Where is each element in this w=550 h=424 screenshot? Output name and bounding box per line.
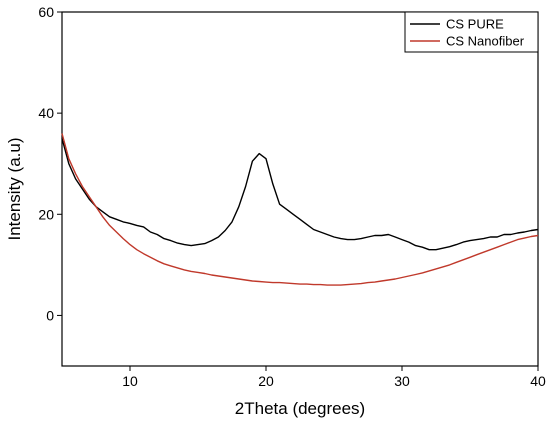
plot-frame [61, 11, 539, 367]
x-axis: 10 20 30 40 [122, 366, 546, 389]
y-tick-label: 40 [38, 105, 54, 121]
series-line-1 [61, 138, 539, 251]
legend: CS PURE CS Nanofiber [404, 11, 539, 53]
x-tick-label: 20 [258, 373, 274, 389]
series-line-2 [61, 133, 539, 286]
y-tick-label: 0 [46, 307, 54, 323]
x-tick-label: 10 [122, 373, 138, 389]
series-layer [61, 133, 539, 286]
legend-box [404, 11, 539, 53]
legend-label-2: CS Nanofiber [446, 34, 525, 49]
plot-area-border [61, 11, 539, 367]
y-axis-title: Intensity (a.u) [5, 138, 24, 241]
y-axis: 0 20 40 60 [38, 4, 62, 323]
legend-label-1: CS PURE [446, 17, 504, 32]
y-tick-label: 60 [38, 4, 54, 20]
x-axis-title: 2Theta (degrees) [235, 399, 365, 418]
x-tick-label: 30 [394, 373, 410, 389]
x-tick-label: 40 [530, 373, 546, 389]
y-tick-label: 20 [38, 206, 54, 222]
